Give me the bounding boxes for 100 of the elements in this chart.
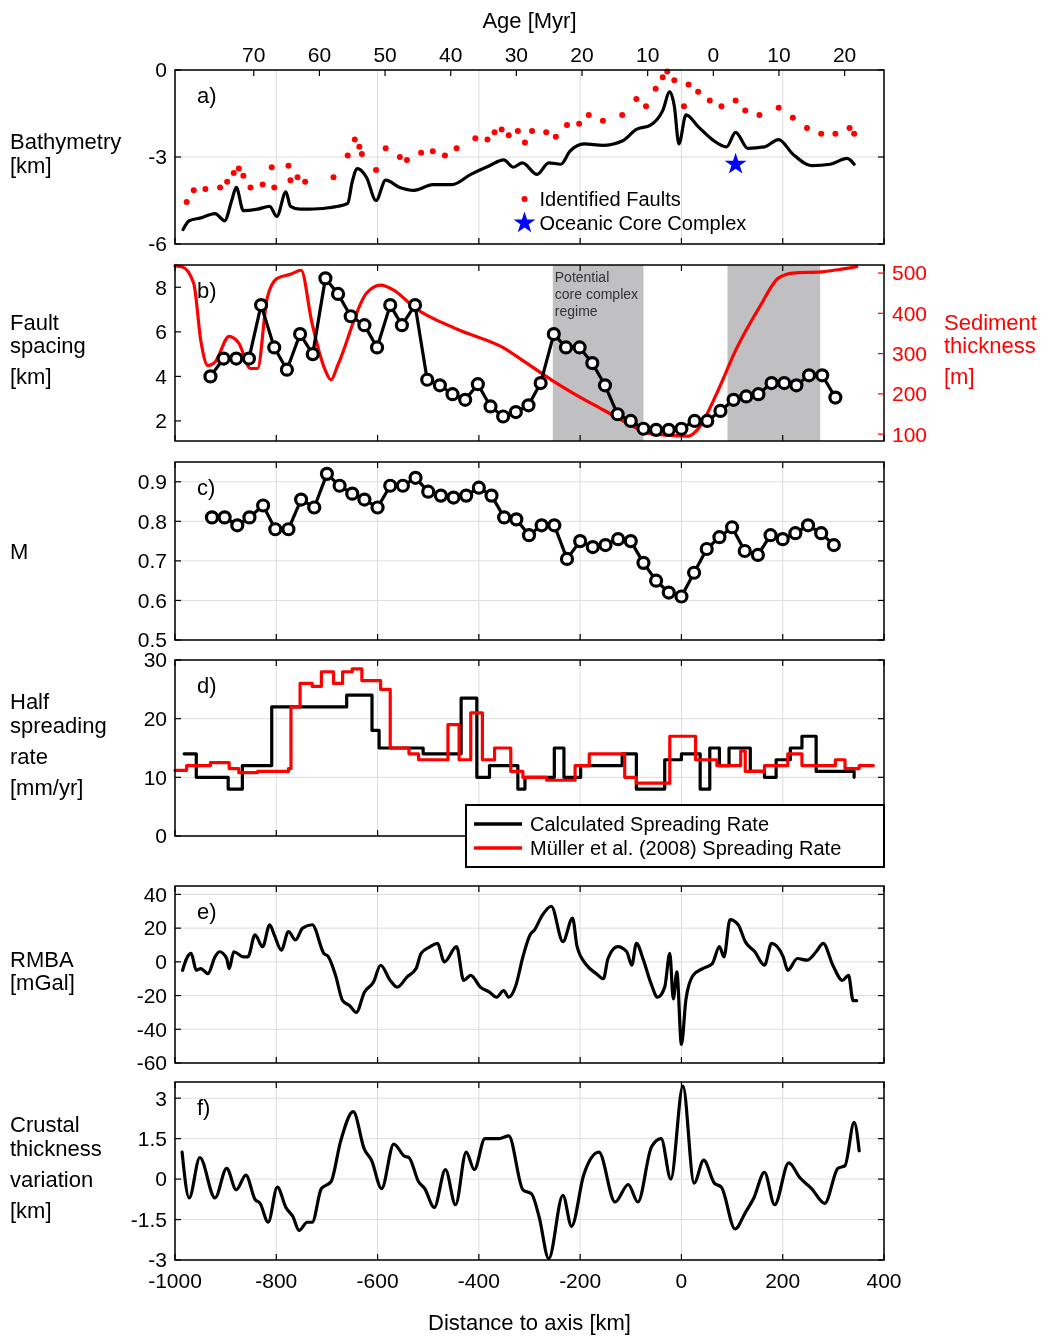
y-axis-title: Half spreading rate [mm/yr] (10, 689, 107, 800)
y-tick-label: -1.5 (130, 1207, 167, 1231)
point (332, 478, 347, 493)
point (253, 298, 269, 313)
point (751, 387, 766, 402)
x2-tick-label: 20 (832, 43, 857, 66)
x2-tick-label: 40 (439, 43, 463, 66)
point (521, 528, 537, 543)
point (370, 500, 385, 515)
x2-tick-label: 60 (307, 43, 332, 66)
point (558, 340, 574, 355)
point (788, 526, 803, 541)
point (496, 409, 511, 424)
y2-tick-label: 300 (892, 341, 928, 365)
y-tick-label: 4 (155, 364, 168, 388)
y-axis-title: Crustal thickness variation [km] (10, 1112, 102, 1223)
point (815, 368, 830, 383)
point (750, 547, 765, 563)
legend-label: Müller et al. (2008) Spreading Rate (530, 837, 842, 859)
point (573, 534, 588, 549)
x-tick-label: 400 (866, 1269, 902, 1292)
point (610, 407, 625, 422)
y-tick-label: 20 (143, 707, 167, 731)
point (814, 526, 829, 541)
x2-tick-label: 10 (767, 43, 791, 66)
x2-tick-label: 20 (570, 43, 594, 66)
point (445, 387, 460, 402)
y-tick-label: -3 (148, 145, 167, 169)
point (204, 510, 220, 525)
point (739, 389, 754, 404)
point (687, 413, 702, 429)
point (230, 518, 245, 533)
point (357, 492, 372, 507)
x2-axis-title: Age [Myr] (482, 8, 577, 33)
y-tick-label: 20 (143, 916, 167, 940)
point (318, 271, 333, 286)
point (597, 378, 613, 393)
y-tick-label: -40 (136, 1017, 167, 1041)
y-tick-label: 0 (155, 950, 167, 974)
y-tick-label: 2 (155, 409, 167, 433)
x-axis-title: Distance to axis [km] (428, 1310, 631, 1335)
point (585, 355, 600, 371)
legend-label: Identified Faults (539, 188, 681, 210)
y-tick-label: 0.7 (137, 549, 167, 573)
y-tick-label: 0 (155, 1167, 167, 1191)
point (279, 362, 295, 377)
point (267, 340, 282, 355)
point (789, 378, 804, 393)
x-tick-label: -600 (356, 1269, 399, 1292)
point (623, 413, 638, 429)
y-tick-label: 1.5 (137, 1126, 167, 1150)
point (521, 398, 536, 413)
point (534, 518, 549, 533)
band-label: Potential core complex regime (554, 269, 639, 319)
point (763, 528, 778, 543)
point (330, 286, 346, 302)
y-tick-label: -6 (148, 232, 167, 256)
point (598, 537, 613, 553)
point (281, 522, 296, 537)
point (509, 512, 524, 527)
point (483, 399, 498, 414)
y-tick-label: 0.8 (137, 509, 167, 533)
legend-label: Oceanic Core Complex (539, 212, 747, 234)
annotation: e) (197, 899, 217, 924)
x2-tick-label: 50 (373, 43, 397, 66)
point (764, 375, 779, 391)
point (674, 421, 689, 436)
x2-tick-label: 30 (504, 43, 529, 66)
point (319, 466, 335, 481)
point (713, 403, 728, 419)
point (241, 351, 257, 366)
point (700, 413, 715, 429)
point (229, 351, 244, 366)
point (623, 534, 638, 549)
y-tick-label: 10 (143, 765, 167, 789)
point (242, 510, 257, 525)
legend-label: Calculated Spreading Rate (530, 813, 770, 835)
point (292, 326, 308, 342)
y2-tick-label: 100 (892, 422, 928, 446)
x-tick-label: -200 (559, 1269, 602, 1292)
point (661, 422, 676, 437)
point (611, 532, 626, 547)
point (661, 585, 676, 600)
point (546, 326, 561, 342)
x2-tick-label: 10 (635, 43, 660, 66)
point (712, 530, 727, 545)
point (307, 500, 322, 515)
point (800, 518, 816, 533)
point (699, 541, 714, 557)
annotation: d) (197, 673, 217, 698)
point (369, 340, 385, 355)
point (203, 369, 218, 384)
y-tick-label: 3 (155, 1086, 167, 1110)
point (458, 392, 473, 407)
point (383, 298, 398, 313)
point (407, 298, 423, 313)
point (268, 522, 283, 537)
point (446, 490, 461, 505)
point (433, 488, 448, 503)
point (726, 392, 741, 407)
